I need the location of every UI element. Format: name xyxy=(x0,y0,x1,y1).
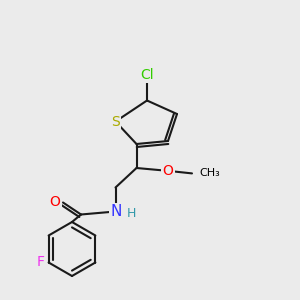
Text: S: S xyxy=(111,115,120,128)
Text: O: O xyxy=(50,196,61,209)
Text: CH₃: CH₃ xyxy=(200,168,220,178)
Text: Cl: Cl xyxy=(140,68,154,82)
Text: N: N xyxy=(110,204,122,219)
Text: H: H xyxy=(126,207,136,220)
Text: F: F xyxy=(37,256,45,269)
Text: O: O xyxy=(163,164,173,178)
